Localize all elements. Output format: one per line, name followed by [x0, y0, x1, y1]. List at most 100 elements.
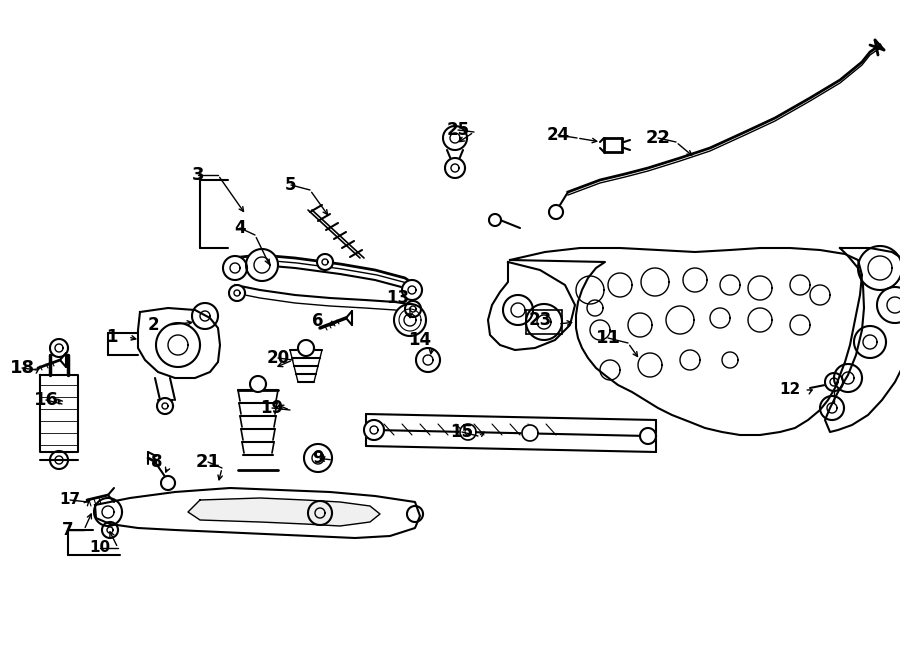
Polygon shape — [102, 522, 118, 538]
Polygon shape — [156, 323, 200, 367]
Polygon shape — [790, 275, 810, 295]
Polygon shape — [95, 488, 420, 538]
Polygon shape — [666, 306, 694, 334]
Polygon shape — [394, 304, 426, 336]
Polygon shape — [408, 286, 416, 294]
Polygon shape — [827, 403, 837, 413]
Polygon shape — [680, 350, 700, 370]
Text: 25: 25 — [446, 121, 470, 139]
Text: 20: 20 — [266, 349, 290, 367]
Polygon shape — [854, 326, 886, 358]
Polygon shape — [489, 214, 501, 226]
Text: 21: 21 — [195, 453, 220, 471]
Polygon shape — [250, 376, 266, 392]
Text: 1: 1 — [106, 328, 118, 346]
Text: 16: 16 — [33, 391, 58, 409]
Polygon shape — [162, 403, 168, 409]
Text: 4: 4 — [234, 219, 246, 237]
Text: 24: 24 — [546, 126, 570, 144]
Polygon shape — [722, 352, 738, 368]
Polygon shape — [157, 398, 173, 414]
Polygon shape — [488, 262, 575, 350]
Polygon shape — [445, 158, 465, 178]
Polygon shape — [748, 308, 772, 332]
Polygon shape — [863, 335, 877, 349]
Polygon shape — [229, 285, 245, 301]
Text: 7: 7 — [62, 521, 74, 539]
Polygon shape — [830, 378, 838, 386]
Polygon shape — [230, 263, 240, 273]
Polygon shape — [404, 314, 416, 326]
Polygon shape — [407, 506, 423, 522]
Polygon shape — [720, 275, 740, 295]
Polygon shape — [600, 360, 620, 380]
Text: 13: 13 — [386, 289, 410, 307]
Polygon shape — [790, 315, 810, 335]
Polygon shape — [315, 508, 325, 518]
Text: 22: 22 — [645, 129, 670, 147]
Text: 15: 15 — [451, 423, 473, 441]
Polygon shape — [223, 256, 247, 280]
Polygon shape — [192, 303, 218, 329]
Polygon shape — [304, 444, 332, 472]
Polygon shape — [877, 287, 900, 323]
Polygon shape — [820, 396, 844, 420]
Polygon shape — [188, 498, 380, 526]
Polygon shape — [683, 268, 707, 292]
Polygon shape — [640, 428, 656, 444]
Polygon shape — [748, 276, 772, 300]
Polygon shape — [858, 246, 900, 290]
Polygon shape — [576, 276, 604, 304]
Polygon shape — [298, 340, 314, 356]
Polygon shape — [322, 259, 328, 265]
Text: 14: 14 — [409, 331, 432, 349]
Text: 17: 17 — [59, 492, 81, 508]
Polygon shape — [50, 451, 68, 469]
Text: 5: 5 — [285, 176, 297, 194]
Polygon shape — [834, 364, 862, 392]
Polygon shape — [537, 315, 551, 329]
Polygon shape — [825, 248, 900, 432]
Text: 23: 23 — [528, 311, 552, 329]
Polygon shape — [526, 304, 562, 340]
Polygon shape — [842, 372, 854, 384]
Polygon shape — [590, 320, 610, 340]
Polygon shape — [50, 339, 68, 357]
Polygon shape — [138, 308, 220, 378]
Polygon shape — [450, 133, 460, 143]
Text: 12: 12 — [779, 383, 801, 397]
Polygon shape — [246, 249, 278, 281]
Polygon shape — [254, 257, 270, 273]
Polygon shape — [234, 290, 240, 296]
Polygon shape — [312, 452, 324, 464]
Polygon shape — [370, 426, 378, 434]
Polygon shape — [641, 268, 669, 296]
Polygon shape — [825, 373, 843, 391]
Text: 10: 10 — [89, 541, 111, 555]
Polygon shape — [317, 254, 333, 270]
Polygon shape — [638, 353, 662, 377]
Polygon shape — [107, 527, 113, 533]
Polygon shape — [549, 205, 563, 219]
Polygon shape — [451, 164, 459, 172]
Polygon shape — [364, 420, 384, 440]
Polygon shape — [40, 375, 78, 452]
Polygon shape — [308, 501, 332, 525]
Polygon shape — [161, 476, 175, 490]
Polygon shape — [460, 424, 476, 440]
Text: 8: 8 — [151, 453, 163, 471]
Text: 6: 6 — [312, 312, 324, 330]
Polygon shape — [55, 344, 63, 352]
Polygon shape — [405, 301, 421, 317]
Text: 19: 19 — [260, 399, 284, 417]
Polygon shape — [628, 313, 652, 337]
Polygon shape — [503, 295, 533, 325]
Text: 18: 18 — [9, 359, 34, 377]
Polygon shape — [810, 285, 830, 305]
Text: 11: 11 — [596, 329, 620, 347]
Polygon shape — [522, 425, 538, 441]
Text: 2: 2 — [148, 316, 158, 334]
Text: 3: 3 — [192, 166, 204, 184]
Polygon shape — [510, 248, 862, 435]
Polygon shape — [465, 429, 471, 435]
